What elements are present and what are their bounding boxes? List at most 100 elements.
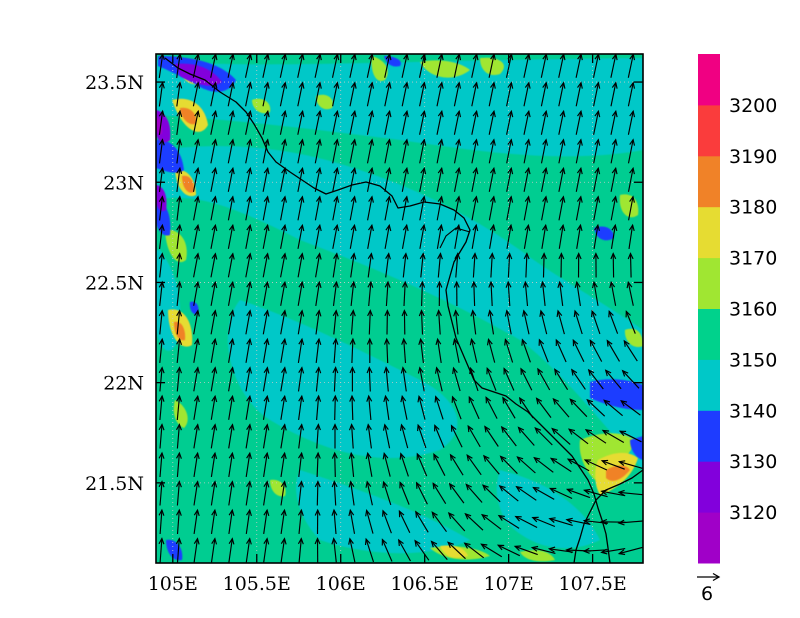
wind-vector-shaft xyxy=(402,367,407,392)
wind-vector xyxy=(297,337,305,363)
wind-vector-shaft xyxy=(506,310,512,335)
wind-vector-shaft xyxy=(368,310,371,335)
wind-vector-shaft xyxy=(464,542,485,559)
wind-vector xyxy=(606,339,620,362)
wind-vector-head xyxy=(331,537,338,545)
wind-vector xyxy=(600,459,625,470)
contour-region xyxy=(156,139,184,173)
wind-vector xyxy=(593,109,601,135)
wind-vector-shaft xyxy=(497,544,521,557)
wind-vector-head xyxy=(367,309,374,317)
wind-vector-head xyxy=(559,138,566,146)
wind-vector xyxy=(558,195,566,221)
wind-vector-head xyxy=(193,480,200,488)
wind-vector-shaft xyxy=(420,310,424,335)
wind-vector-head xyxy=(611,81,618,89)
wind-vector xyxy=(506,109,514,135)
wind-vector-head xyxy=(333,166,340,175)
wind-vector xyxy=(176,81,183,107)
wind-vector-shaft xyxy=(263,453,268,477)
wind-vector-head xyxy=(211,309,218,317)
wind-vector-shaft xyxy=(628,196,634,221)
wind-vector-shaft xyxy=(210,168,217,192)
wind-vector-shaft xyxy=(538,339,549,363)
wind-vector-shaft xyxy=(210,538,216,563)
wind-vector-shaft xyxy=(159,452,163,478)
wind-vector-shaft xyxy=(551,428,571,445)
wind-vector-head xyxy=(332,309,339,317)
colorbar-label: 3120 xyxy=(729,502,777,524)
wind-vector-shaft xyxy=(210,253,216,278)
wind-vector-head xyxy=(315,223,322,232)
wind-vector-head xyxy=(558,252,565,260)
wind-vector xyxy=(280,394,287,420)
wind-vector xyxy=(192,138,201,164)
wind-vector-shaft xyxy=(593,225,599,249)
wind-vector-head xyxy=(298,223,305,232)
wind-vector xyxy=(556,309,565,335)
wind-vector-shaft xyxy=(436,367,443,392)
wind-vector xyxy=(297,109,305,135)
wind-vector-head xyxy=(175,423,182,431)
wind-vector-shaft xyxy=(280,196,286,221)
wind-vector-shaft xyxy=(245,196,251,221)
wind-vector xyxy=(589,339,603,362)
wind-vector-shaft xyxy=(436,111,443,135)
colorbar-swatch xyxy=(698,308,720,360)
wind-vector-shaft xyxy=(490,281,493,307)
wind-vector-head xyxy=(263,508,270,517)
wind-vector-shaft xyxy=(349,510,356,534)
wind-vector-shaft xyxy=(431,541,448,560)
wind-vector-shaft xyxy=(334,395,336,421)
wind-vector-shaft xyxy=(298,510,302,534)
wind-vector xyxy=(349,138,357,164)
wind-vector-shaft xyxy=(575,139,582,164)
y-tick-label: 22N xyxy=(103,373,144,395)
wind-vector-head xyxy=(516,456,524,463)
wind-vector-shaft xyxy=(585,429,607,444)
wind-vector xyxy=(280,280,287,306)
wind-vector-head xyxy=(577,81,583,89)
y-tick-label: 22.5N xyxy=(85,272,144,294)
wind-vector-head xyxy=(452,337,459,346)
wind-vector xyxy=(262,138,270,164)
wind-vector-head xyxy=(333,138,340,146)
wind-vector-head xyxy=(298,480,304,488)
wind-vector xyxy=(565,488,591,499)
wind-vector xyxy=(193,195,200,221)
wind-vector xyxy=(415,510,429,533)
wind-vector xyxy=(419,166,427,192)
wind-vector-head xyxy=(316,109,322,118)
wind-vector-head xyxy=(486,338,493,346)
wind-vector-head xyxy=(229,81,235,89)
wind-vector-head xyxy=(246,280,253,289)
wind-vector-shaft xyxy=(298,481,303,506)
wind-vector xyxy=(176,223,183,249)
wind-vector-shaft xyxy=(438,310,441,335)
wind-vector-head xyxy=(263,537,270,545)
wind-vector-shaft xyxy=(351,338,354,364)
wind-vector-shaft xyxy=(403,281,406,307)
wind-vector xyxy=(210,508,218,534)
wind-vector-shaft xyxy=(593,196,599,221)
wind-vector-head xyxy=(158,537,165,545)
wind-vector-head xyxy=(549,457,558,464)
wind-vector-shaft xyxy=(332,82,338,107)
wind-vector xyxy=(348,480,355,506)
wind-vector xyxy=(419,223,427,249)
wind-vector xyxy=(558,81,566,107)
wind-vector xyxy=(365,423,372,449)
wind-vector xyxy=(522,309,530,335)
wind-vector xyxy=(534,426,553,446)
wind-vector-head xyxy=(228,337,235,346)
wind-vector-shaft xyxy=(280,396,286,420)
wind-vector-head xyxy=(194,309,200,317)
wind-vector xyxy=(245,280,253,306)
wind-vector xyxy=(452,337,460,363)
wind-vector xyxy=(245,508,252,534)
wind-vector-shaft xyxy=(192,54,199,78)
wind-vector xyxy=(176,366,183,392)
wind-vector-shaft xyxy=(297,339,303,363)
wind-vector xyxy=(348,423,355,449)
wind-vector-head xyxy=(582,518,590,525)
